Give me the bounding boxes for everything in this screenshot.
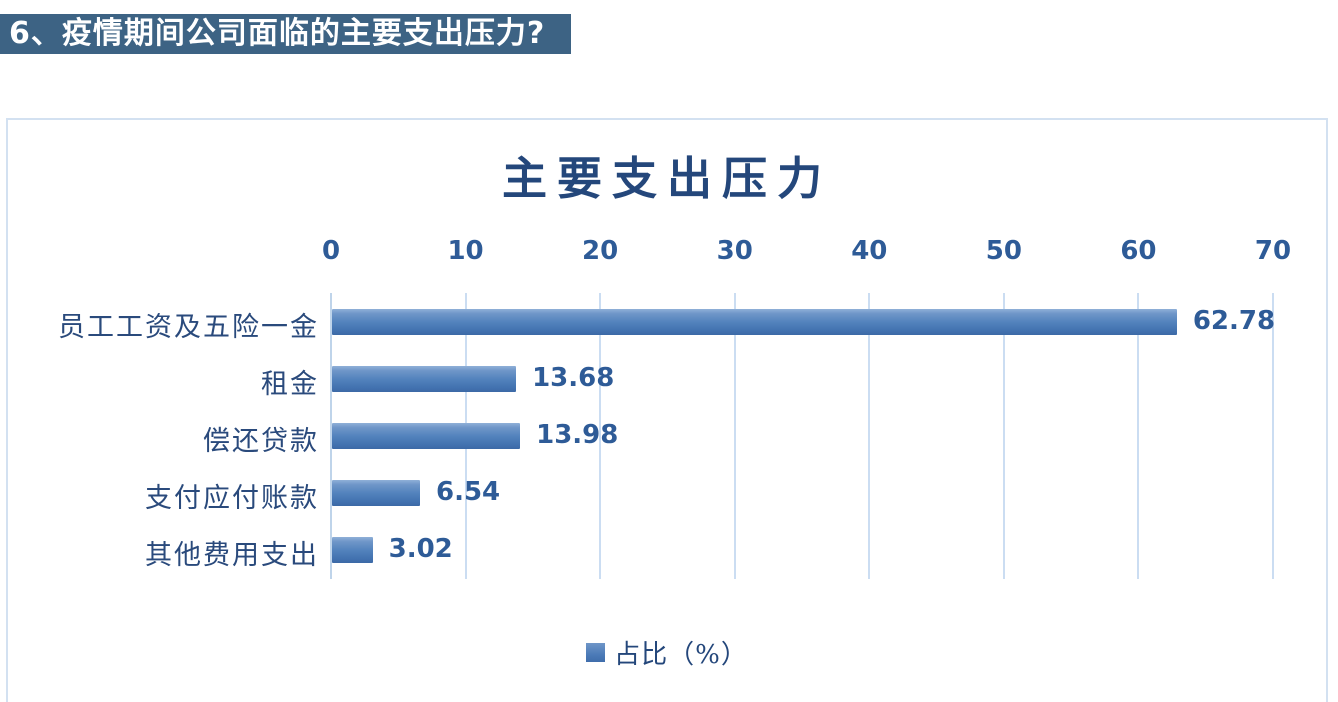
category-label: 员工工资及五险一金 bbox=[58, 311, 319, 343]
gridline bbox=[1137, 293, 1140, 579]
gridline bbox=[599, 293, 602, 579]
question-heading: 6、疫情期间公司面临的主要支出压力? bbox=[0, 14, 572, 54]
value-label: 62.78 bbox=[1192, 305, 1276, 336]
category-label: 租金 bbox=[261, 368, 319, 400]
gridline bbox=[733, 293, 736, 579]
legend-label: 占比（%） bbox=[614, 640, 748, 670]
category-label: 其他费用支出 bbox=[145, 540, 319, 572]
bar bbox=[332, 308, 1177, 335]
y-axis-line bbox=[330, 293, 332, 579]
bar-chart: 主要支出压力 0 10 20 30 40 50 60 70 员工工资及五险一金 62.78 租金 1… bbox=[6, 118, 1328, 702]
gridline bbox=[868, 293, 871, 579]
x-axis-tick-label: 70 bbox=[1254, 236, 1292, 266]
x-axis-tick-label: 10 bbox=[447, 236, 484, 266]
bar bbox=[332, 537, 373, 564]
value-label: 3.02 bbox=[388, 534, 453, 565]
x-axis-tick-label: 30 bbox=[716, 236, 753, 266]
gridline bbox=[1272, 293, 1274, 579]
bar bbox=[332, 480, 420, 507]
value-label: 6.54 bbox=[436, 477, 501, 508]
value-label: 13.68 bbox=[532, 362, 615, 393]
bar bbox=[332, 365, 517, 392]
x-axis-tick-label: 40 bbox=[851, 236, 888, 266]
gridline bbox=[1002, 293, 1005, 579]
legend-swatch-icon bbox=[586, 643, 606, 662]
value-label: 13.98 bbox=[536, 420, 619, 450]
bar bbox=[332, 423, 521, 449]
category-label: 偿还贷款 bbox=[203, 426, 319, 457]
x-axis-tick-label: 20 bbox=[582, 236, 619, 266]
category-label: 支付应付账款 bbox=[145, 483, 319, 515]
x-axis-tick-label: 50 bbox=[985, 236, 1022, 266]
x-axis-tick-label: 60 bbox=[1120, 236, 1157, 266]
x-axis-tick-label: 0 bbox=[321, 236, 341, 266]
legend: 占比（%） bbox=[8, 634, 1326, 671]
chart-title: 主要支出压力 bbox=[501, 152, 832, 205]
